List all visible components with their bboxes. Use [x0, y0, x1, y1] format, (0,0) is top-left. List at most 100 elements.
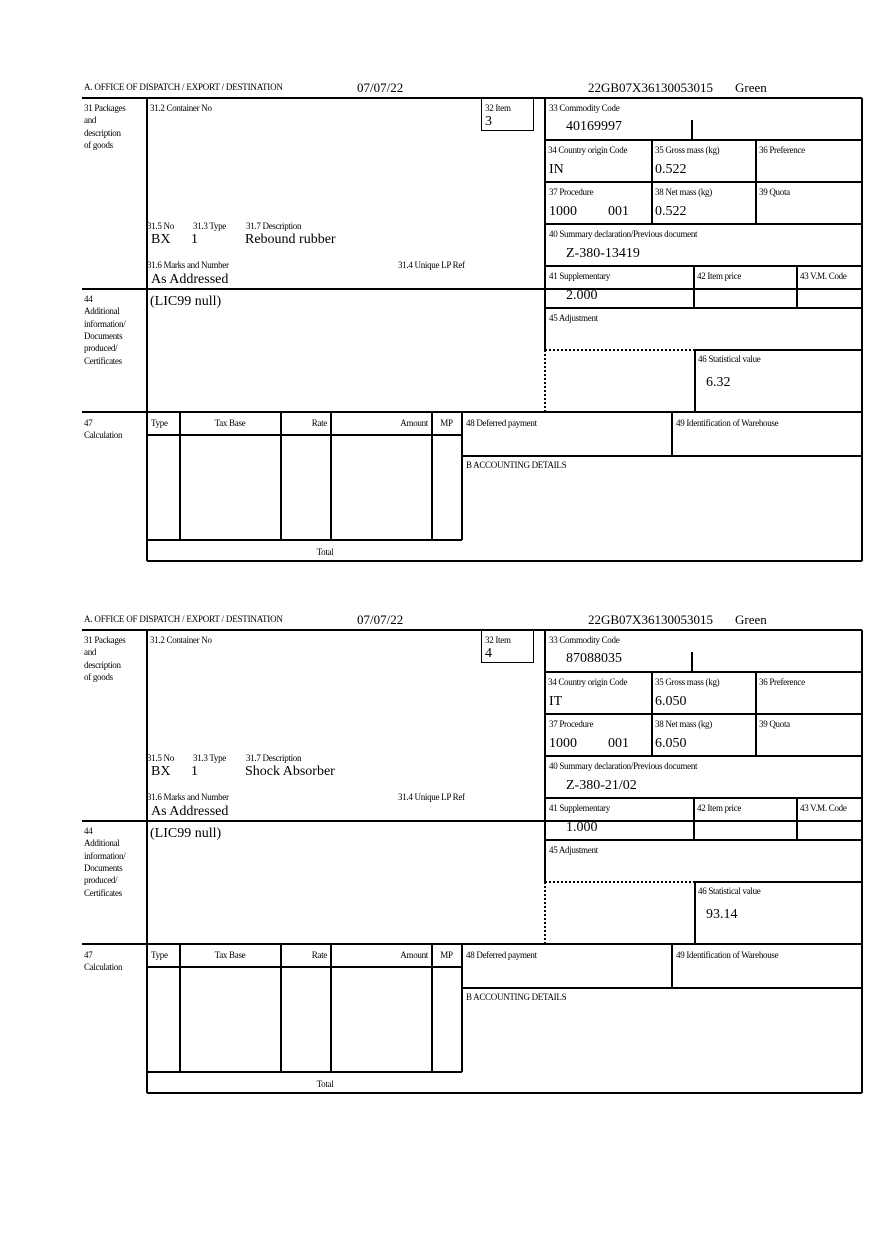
accounting-details-label: B ACCOUNTING DETAILS: [466, 460, 567, 470]
rule-line: [147, 966, 462, 968]
route-status: Green: [735, 612, 767, 627]
calculation-label: Calculation: [84, 430, 123, 441]
rule-line: [545, 755, 862, 757]
commodity-code-label: 33 Commodity Code: [549, 103, 620, 113]
dotted-divider: [545, 349, 695, 351]
procedure-suffix-value: 001: [608, 736, 629, 751]
rule-line: [147, 539, 462, 541]
item-price-label: 42 Item price: [697, 803, 742, 813]
rule-line: [146, 98, 148, 561]
rule-line: [462, 455, 862, 457]
additional-info-value: (LIC99 null): [150, 826, 222, 841]
rule-line: [755, 672, 757, 756]
statistical-value-label: 46 Statistical value: [698, 354, 761, 364]
unique-lp-ref-label: 31.4 Unique LP Ref: [398, 260, 465, 270]
packages-label: of goods: [84, 671, 113, 682]
deferred-payment-label: 48 Deferred payment: [466, 418, 537, 428]
goods-description: Rebound rubber: [245, 232, 336, 247]
additional-info-label: 44: [84, 294, 93, 304]
summary-declaration-label: 40 Summary declaration/Previous document: [549, 761, 698, 771]
commodity-code-label: 33 Commodity Code: [549, 635, 620, 645]
rule-line: [651, 672, 653, 756]
accounting-details-label: B ACCOUNTING DETAILS: [466, 992, 567, 1002]
procedure-label: 37 Procedure: [549, 187, 594, 197]
rule-line: [461, 944, 463, 1072]
calculation-label: 47: [84, 418, 93, 428]
declaration-reference: 22GB07X36130053015: [588, 80, 713, 95]
calc-column-header: Rate: [311, 950, 328, 960]
rule-line: [82, 288, 862, 290]
calc-column-header: Amount: [400, 950, 428, 960]
gross-mass-label: 35 Gross mass (kg): [655, 145, 720, 155]
route-status: Green: [735, 80, 767, 95]
calc-column-header: MP: [440, 418, 453, 428]
packages-count: 1: [191, 764, 198, 779]
supplementary-value: 2.000: [566, 288, 598, 303]
gross-mass-value: 6.050: [655, 694, 687, 709]
procedure-label: 37 Procedure: [549, 719, 594, 729]
rule-line: [545, 223, 862, 225]
procedure-value: 1000: [549, 736, 577, 751]
declaration-item-form: A. OFFICE OF DISPATCH / EXPORT / DESTINA…: [0, 0, 882, 562]
additional-info-label: Additional: [84, 306, 120, 317]
warehouse-label: 49 Identification of Warehouse: [676, 418, 779, 428]
quota-label: 39 Quota: [759, 187, 790, 197]
rule-line: [431, 412, 433, 540]
rule-line: [695, 881, 862, 883]
item-number: 4: [485, 646, 492, 661]
adjustment-label: 45 Adjustment: [549, 845, 598, 855]
additional-info-label: Certificates: [84, 355, 122, 366]
vm-code-label: 43 V.M. Code: [800, 803, 847, 813]
office-label: A. OFFICE OF DISPATCH / EXPORT / DESTINA…: [84, 614, 283, 624]
rule-line: [544, 630, 546, 882]
rule-line: [147, 560, 862, 562]
calc-column-header: Amount: [400, 418, 428, 428]
rule-line: [82, 97, 862, 99]
rule-line: [146, 630, 148, 1093]
rule-line: [694, 350, 696, 412]
supplementary-label: 41 Supplementary: [549, 271, 610, 281]
rule-line: [179, 412, 181, 540]
preference-label: 36 Preference: [759, 145, 805, 155]
rule-line: [861, 98, 863, 561]
rule-line: [545, 839, 862, 841]
rule-line: [82, 820, 862, 822]
unique-lp-ref-label: 31.4 Unique LP Ref: [398, 792, 465, 802]
commodity-code-value: 87088035: [566, 651, 622, 666]
packages-label: 31 Packages: [84, 635, 126, 645]
rule-line: [544, 98, 546, 350]
rule-line: [861, 630, 863, 1093]
rule-line: [461, 412, 463, 540]
packages-count: 1: [191, 232, 198, 247]
additional-info-label: information/: [84, 850, 126, 861]
net-mass-label: 38 Net mass (kg): [655, 187, 712, 197]
rule-line: [545, 671, 862, 673]
country-origin-value: IN: [549, 162, 564, 177]
description-label: 31.7 Description: [246, 221, 302, 231]
rule-line: [695, 349, 862, 351]
additional-info-label: Certificates: [84, 887, 122, 898]
procedure-suffix-value: 001: [608, 204, 629, 219]
gross-mass-label: 35 Gross mass (kg): [655, 677, 720, 687]
rule-line: [82, 629, 862, 631]
calc-column-header: Tax Base: [214, 418, 246, 428]
item-price-label: 42 Item price: [697, 271, 742, 281]
marks-label: 31.6 Marks and Number: [147, 260, 229, 270]
calc-column-header: Type: [151, 418, 168, 428]
marks-value: As Addressed: [151, 272, 229, 287]
marks-label: 31.6 Marks and Number: [147, 792, 229, 802]
rule-line: [82, 411, 862, 413]
rule-line: [147, 434, 462, 436]
declaration-item-form: A. OFFICE OF DISPATCH / EXPORT / DESTINA…: [0, 532, 882, 1094]
office-label: A. OFFICE OF DISPATCH / EXPORT / DESTINA…: [84, 82, 283, 92]
rule-line: [545, 797, 862, 799]
statistical-value-label: 46 Statistical value: [698, 886, 761, 896]
warehouse-label: 49 Identification of Warehouse: [676, 950, 779, 960]
calc-column-header: Type: [151, 950, 168, 960]
rule-line: [694, 882, 696, 944]
item-label: 32 Item: [485, 103, 511, 113]
rule-line: [545, 139, 862, 141]
declaration-date: 07/07/22: [357, 612, 404, 627]
marks-value: As Addressed: [151, 804, 229, 819]
rule-line: [691, 652, 693, 672]
